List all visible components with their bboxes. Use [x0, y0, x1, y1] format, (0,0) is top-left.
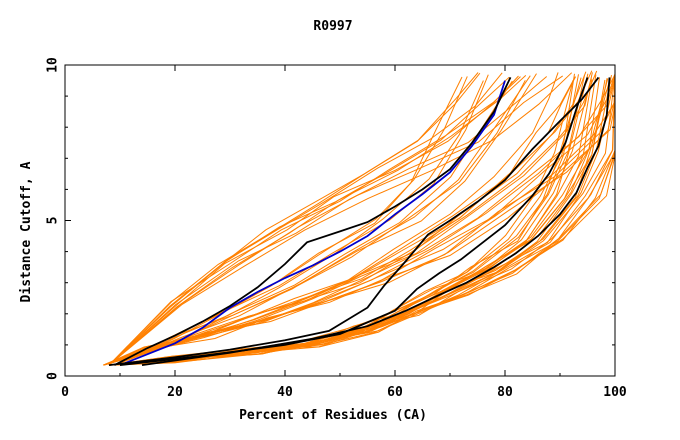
x-tick-label: 20 — [167, 385, 183, 400]
model-curve — [108, 75, 563, 366]
model-curve — [103, 71, 616, 366]
x-tick-label: 40 — [277, 385, 293, 400]
model-curve — [108, 80, 611, 366]
model-curve — [108, 73, 589, 366]
chart-title: R0997 — [313, 19, 352, 34]
model-curve — [103, 71, 616, 366]
model-curve — [108, 75, 616, 366]
ticks-layer: 0 20 40 60 80 100 0 5 10 — [46, 57, 627, 400]
model-curve — [108, 74, 616, 366]
model-curve — [108, 76, 521, 366]
model-curve — [108, 79, 606, 366]
model-curve — [108, 76, 548, 366]
y-tick-label: 10 — [46, 57, 61, 73]
model-curve — [114, 73, 537, 366]
model-curve — [114, 75, 531, 366]
model-curve — [108, 72, 479, 366]
x-tick-label: 100 — [603, 385, 627, 400]
y-tick-label: 5 — [46, 217, 61, 225]
model-curve — [108, 78, 608, 366]
model-curve — [103, 75, 616, 366]
model-curve — [114, 80, 526, 366]
x-tick-label: 0 — [61, 385, 69, 400]
highlight-curve — [141, 77, 611, 366]
highlight-curve — [108, 76, 600, 366]
plot-frame — [64, 64, 616, 377]
model-curve — [108, 79, 574, 366]
x-tick-label: 80 — [497, 385, 513, 400]
model-curve — [108, 79, 593, 366]
model-curve — [108, 78, 609, 366]
model-curve — [103, 72, 593, 366]
x-tick-label: 60 — [387, 385, 403, 400]
x-axis-label: Percent of Residues (CA) — [239, 408, 427, 423]
model-curve — [103, 73, 616, 366]
highlight-curve — [114, 77, 512, 366]
highlight-curve — [119, 80, 506, 366]
model-curve — [103, 75, 615, 366]
y-tick-label: 0 — [46, 372, 61, 380]
model-curve — [114, 80, 484, 366]
model-curve — [108, 75, 527, 366]
series-layer — [103, 70, 616, 366]
model-curve — [114, 76, 463, 366]
model-curve — [108, 77, 600, 366]
model-curve — [108, 75, 612, 366]
model-curve — [103, 76, 577, 366]
model-curve — [103, 70, 598, 366]
model-curve — [114, 80, 513, 366]
model-curve — [108, 72, 573, 366]
model-curve — [108, 77, 592, 366]
model-curve — [108, 75, 585, 366]
y-axis-label: Distance Cutoff, A — [19, 161, 34, 302]
model-curve — [108, 74, 597, 366]
